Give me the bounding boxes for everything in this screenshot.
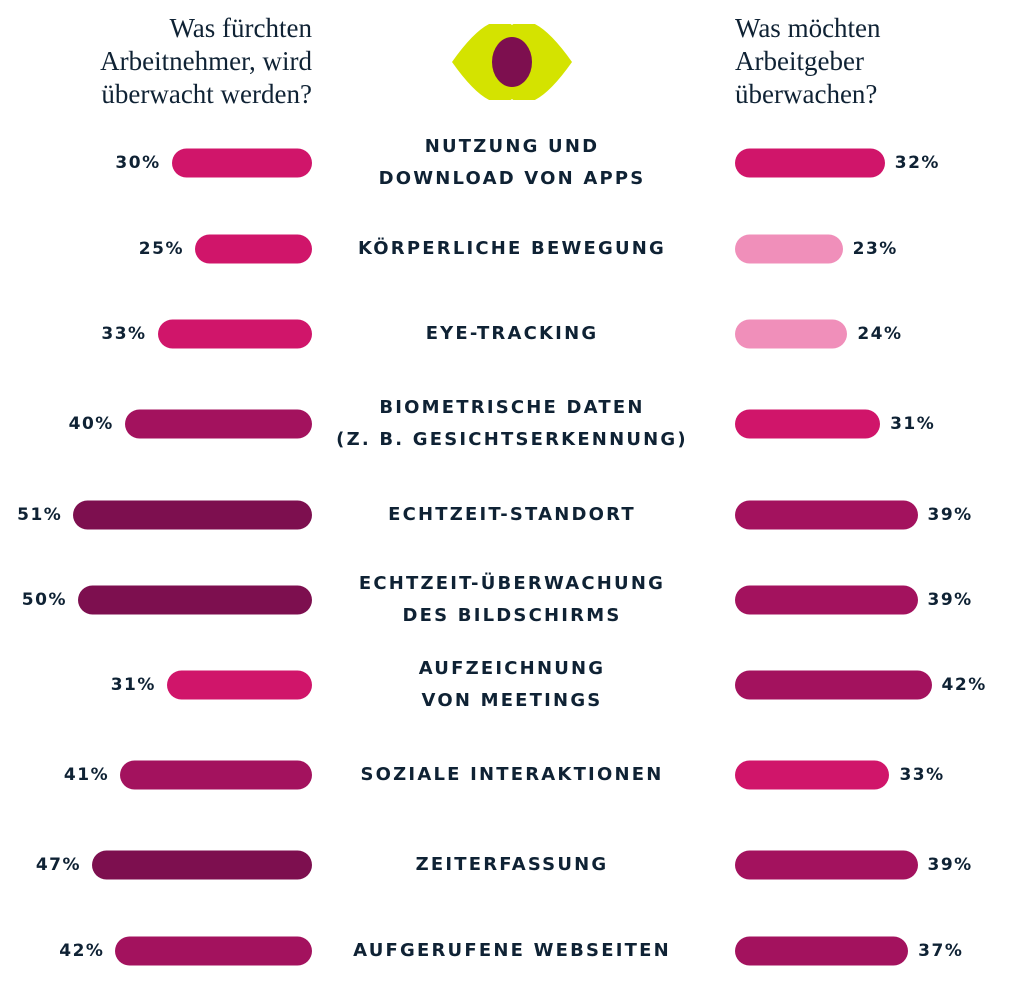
value-label-left: 50% bbox=[21, 590, 67, 610]
bar-right bbox=[735, 585, 918, 615]
value-label-left: 41% bbox=[63, 765, 110, 785]
category-label: EYE-TRACKING bbox=[425, 323, 599, 344]
bar-right bbox=[735, 234, 843, 264]
bar-left bbox=[73, 500, 312, 530]
bar-left bbox=[157, 319, 312, 349]
value-label-right: 23% bbox=[852, 239, 898, 259]
value-label-left: 31% bbox=[110, 675, 156, 695]
bar-left bbox=[78, 585, 312, 615]
bar-right bbox=[735, 409, 881, 439]
category-label: ZEITERFASSUNG bbox=[415, 854, 609, 875]
bar-left bbox=[124, 409, 312, 439]
category-label: SOZIALE INTERAKTIONEN bbox=[360, 764, 664, 785]
bar-right bbox=[735, 936, 909, 966]
value-label-left: 47% bbox=[35, 855, 82, 875]
bar-right bbox=[735, 319, 848, 349]
value-label-right: 37% bbox=[918, 941, 964, 961]
value-label-left: 30% bbox=[115, 153, 161, 173]
bar-left bbox=[120, 760, 312, 790]
value-label-left: 25% bbox=[138, 239, 184, 259]
bar-right bbox=[735, 670, 932, 700]
category-label: AUFZEICHNUNG VON MEETINGS bbox=[418, 658, 606, 711]
bar-right bbox=[735, 500, 918, 530]
value-label-right: 31% bbox=[890, 414, 936, 434]
eye-pupil bbox=[492, 37, 532, 87]
bar-left bbox=[166, 670, 312, 700]
bar-right bbox=[735, 148, 885, 178]
category-label: AUFGERUFENE WEBSEITEN bbox=[353, 940, 671, 961]
category-label: BIOMETRISCHE DATEN (Z. B. GESICHTSERKENN… bbox=[336, 397, 688, 450]
bar-left bbox=[115, 936, 312, 966]
eye-icon bbox=[452, 24, 572, 100]
bar-right bbox=[735, 760, 890, 790]
value-label-right: 39% bbox=[927, 505, 973, 525]
category-label: NUTZUNG UND DOWNLOAD VON APPS bbox=[378, 136, 646, 189]
value-label-right: 39% bbox=[927, 590, 973, 610]
value-label-left: 51% bbox=[17, 505, 63, 525]
bar-left bbox=[171, 148, 312, 178]
left-title: Was fürchten Arbeitnehmer, wird überwach… bbox=[100, 13, 312, 109]
value-label-right: 33% bbox=[899, 765, 945, 785]
value-label-left: 42% bbox=[59, 941, 105, 961]
category-label: ECHTZEIT-STANDORT bbox=[388, 504, 636, 525]
value-label-left: 40% bbox=[68, 414, 114, 434]
value-label-right: 42% bbox=[941, 675, 987, 695]
bar-left bbox=[92, 850, 312, 880]
bar-left bbox=[195, 234, 312, 264]
value-label-right: 39% bbox=[927, 855, 973, 875]
value-label-left: 33% bbox=[101, 324, 147, 344]
value-label-right: 24% bbox=[857, 324, 903, 344]
bar-right bbox=[735, 850, 918, 880]
category-label: KÖRPERLICHE BEWEGUNG bbox=[357, 238, 667, 259]
category-label: ECHTZEIT-ÜBERWACHUNG DES BILDSCHIRMS bbox=[358, 573, 666, 626]
right-title: Was möchten Arbeitgeber überwachen? bbox=[735, 13, 881, 109]
value-label-right: 32% bbox=[894, 153, 940, 173]
